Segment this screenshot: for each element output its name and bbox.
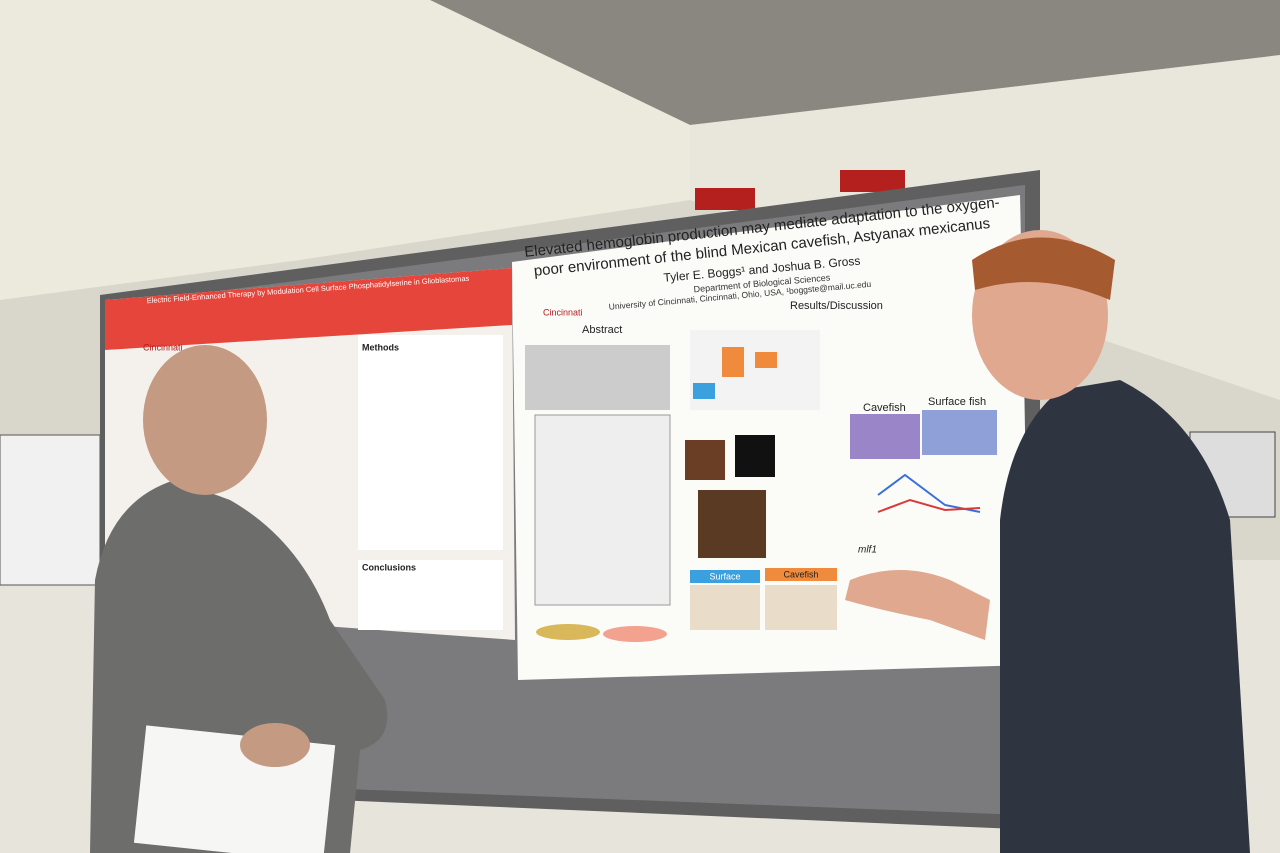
poster-panel bbox=[358, 335, 503, 550]
label-box bbox=[765, 568, 837, 581]
hand bbox=[845, 570, 990, 640]
fish-photo bbox=[603, 626, 667, 642]
ceiling bbox=[0, 0, 690, 300]
logo-text: Cincinnati bbox=[143, 342, 183, 352]
tube-photo bbox=[765, 585, 837, 630]
poster-header bbox=[105, 268, 512, 350]
label-box bbox=[690, 570, 760, 583]
tissue-image bbox=[685, 440, 725, 480]
tube-photo bbox=[690, 585, 760, 630]
plot-line bbox=[877, 498, 981, 513]
figure-label: mlf1 bbox=[858, 545, 877, 556]
text-block bbox=[525, 345, 670, 410]
embryo-photo bbox=[922, 410, 997, 455]
box bbox=[755, 352, 777, 368]
box bbox=[693, 383, 715, 399]
banner bbox=[840, 170, 905, 192]
hair bbox=[972, 237, 1115, 300]
section-heading: Abstract bbox=[582, 324, 622, 336]
distant-poster bbox=[0, 434, 101, 586]
ceiling-grid bbox=[430, 0, 1280, 125]
tissue-image bbox=[735, 435, 775, 477]
person-left-head bbox=[143, 345, 267, 495]
tissue-image bbox=[698, 490, 766, 558]
fish-photo bbox=[536, 624, 600, 640]
figure-label: Cavefish bbox=[783, 569, 818, 579]
figure-label: Cavefish bbox=[863, 402, 906, 414]
section-heading: Methods bbox=[362, 342, 399, 352]
box bbox=[722, 347, 744, 377]
embryo-photo bbox=[850, 414, 920, 459]
figure-label: Surface bbox=[709, 571, 740, 581]
figure-label: Surface fish bbox=[928, 396, 986, 408]
logo-text: Cincinnati bbox=[543, 307, 583, 317]
section-heading: Conclusions bbox=[362, 562, 416, 572]
poster-panel bbox=[358, 560, 503, 630]
banner bbox=[695, 188, 755, 210]
hand bbox=[240, 723, 310, 767]
person-right-sweater bbox=[1000, 380, 1250, 853]
section-heading: Results/Discussion bbox=[790, 300, 883, 312]
map-figure bbox=[534, 414, 671, 606]
